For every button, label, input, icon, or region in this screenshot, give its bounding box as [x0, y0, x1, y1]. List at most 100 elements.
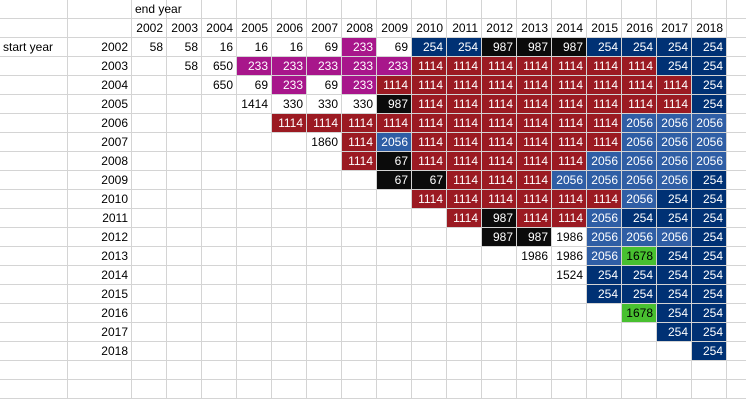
- value-cell[interactable]: 2056: [622, 171, 657, 190]
- spreadsheet-cell[interactable]: [202, 152, 237, 171]
- value-cell[interactable]: 16: [272, 38, 307, 57]
- spreadsheet-cell[interactable]: [377, 0, 412, 19]
- value-cell[interactable]: 254: [657, 57, 692, 76]
- spreadsheet-cell[interactable]: [377, 228, 412, 247]
- spreadsheet-cell[interactable]: [202, 285, 237, 304]
- spreadsheet-cell[interactable]: [727, 380, 746, 399]
- spreadsheet-cell[interactable]: [0, 380, 68, 399]
- value-cell[interactable]: 16: [237, 38, 272, 57]
- spreadsheet-cell[interactable]: [132, 342, 167, 361]
- value-cell[interactable]: 2056: [657, 228, 692, 247]
- spreadsheet-cell[interactable]: [482, 285, 517, 304]
- spreadsheet-cell[interactable]: [132, 190, 167, 209]
- spreadsheet-cell[interactable]: [167, 380, 202, 399]
- spreadsheet-cell[interactable]: [377, 342, 412, 361]
- value-cell[interactable]: 1114: [447, 57, 482, 76]
- value-cell[interactable]: 254: [692, 323, 727, 342]
- value-cell[interactable]: 58: [167, 38, 202, 57]
- value-cell[interactable]: 1678: [622, 304, 657, 323]
- value-cell[interactable]: 2056: [587, 171, 622, 190]
- value-cell[interactable]: 254: [622, 285, 657, 304]
- spreadsheet-cell[interactable]: [552, 323, 587, 342]
- value-cell[interactable]: 67: [377, 171, 412, 190]
- value-cell[interactable]: 987: [482, 38, 517, 57]
- spreadsheet-cell[interactable]: [377, 304, 412, 323]
- value-cell[interactable]: 254: [692, 38, 727, 57]
- spreadsheet-cell[interactable]: [0, 323, 68, 342]
- value-cell[interactable]: 1678: [622, 247, 657, 266]
- spreadsheet-cell[interactable]: [447, 380, 482, 399]
- spreadsheet-cell[interactable]: [307, 266, 342, 285]
- spreadsheet-cell[interactable]: [132, 228, 167, 247]
- value-cell[interactable]: 1114: [587, 57, 622, 76]
- value-cell[interactable]: 1114: [307, 114, 342, 133]
- spreadsheet-cell[interactable]: [342, 285, 377, 304]
- value-cell[interactable]: 254: [657, 209, 692, 228]
- spreadsheet-cell[interactable]: [132, 114, 167, 133]
- value-cell[interactable]: 1114: [622, 76, 657, 95]
- spreadsheet-cell[interactable]: [68, 19, 132, 38]
- value-cell[interactable]: 1114: [552, 209, 587, 228]
- value-cell[interactable]: 987: [482, 228, 517, 247]
- spreadsheet-cell[interactable]: [307, 361, 342, 380]
- value-cell[interactable]: 254: [692, 247, 727, 266]
- value-cell[interactable]: 1114: [447, 114, 482, 133]
- value-cell[interactable]: 1114: [447, 190, 482, 209]
- spreadsheet-cell[interactable]: [272, 304, 307, 323]
- value-cell[interactable]: 1114: [482, 114, 517, 133]
- spreadsheet-cell[interactable]: [447, 323, 482, 342]
- value-cell[interactable]: 1114: [412, 95, 447, 114]
- spreadsheet-cell[interactable]: [482, 361, 517, 380]
- start-year-label[interactable]: start year: [0, 38, 68, 57]
- spreadsheet-cell[interactable]: [167, 0, 202, 19]
- spreadsheet-cell[interactable]: [167, 285, 202, 304]
- spreadsheet-cell[interactable]: [0, 57, 68, 76]
- spreadsheet-cell[interactable]: [167, 342, 202, 361]
- spreadsheet-cell[interactable]: [132, 380, 167, 399]
- spreadsheet-cell[interactable]: [307, 285, 342, 304]
- spreadsheet-cell[interactable]: [517, 361, 552, 380]
- spreadsheet-cell[interactable]: [167, 190, 202, 209]
- spreadsheet-cell[interactable]: [0, 19, 68, 38]
- spreadsheet-cell[interactable]: [132, 323, 167, 342]
- spreadsheet-cell[interactable]: [307, 171, 342, 190]
- spreadsheet-cell[interactable]: [342, 209, 377, 228]
- spreadsheet-cell[interactable]: [307, 209, 342, 228]
- start-year-cell[interactable]: 2009: [68, 171, 132, 190]
- spreadsheet-cell[interactable]: [202, 0, 237, 19]
- value-cell[interactable]: 1986: [552, 247, 587, 266]
- value-cell[interactable]: 2056: [587, 152, 622, 171]
- value-cell[interactable]: 254: [692, 285, 727, 304]
- spreadsheet-cell[interactable]: [237, 133, 272, 152]
- start-year-cell[interactable]: 2005: [68, 95, 132, 114]
- spreadsheet-cell[interactable]: [342, 380, 377, 399]
- value-cell[interactable]: 233: [377, 57, 412, 76]
- value-cell[interactable]: 2056: [692, 133, 727, 152]
- year-header[interactable]: 2005: [237, 19, 272, 38]
- spreadsheet-cell[interactable]: [482, 380, 517, 399]
- value-cell[interactable]: 1114: [447, 152, 482, 171]
- spreadsheet-cell[interactable]: [132, 57, 167, 76]
- spreadsheet-cell[interactable]: [272, 209, 307, 228]
- spreadsheet-cell[interactable]: [517, 323, 552, 342]
- value-cell[interactable]: 1114: [482, 95, 517, 114]
- spreadsheet-cell[interactable]: [0, 247, 68, 266]
- spreadsheet-cell[interactable]: [272, 133, 307, 152]
- spreadsheet-cell[interactable]: [132, 266, 167, 285]
- year-header[interactable]: 2014: [552, 19, 587, 38]
- spreadsheet-cell[interactable]: [237, 380, 272, 399]
- value-cell[interactable]: 1114: [447, 209, 482, 228]
- start-year-cell[interactable]: 2013: [68, 247, 132, 266]
- spreadsheet-cell[interactable]: [167, 209, 202, 228]
- spreadsheet-cell[interactable]: [202, 114, 237, 133]
- spreadsheet-cell[interactable]: [412, 266, 447, 285]
- value-cell[interactable]: 1114: [587, 95, 622, 114]
- spreadsheet-cell[interactable]: [727, 209, 746, 228]
- value-cell[interactable]: 1114: [482, 76, 517, 95]
- value-cell[interactable]: 1114: [377, 76, 412, 95]
- spreadsheet-cell[interactable]: [657, 361, 692, 380]
- spreadsheet-cell[interactable]: [0, 133, 68, 152]
- value-cell[interactable]: 1114: [517, 171, 552, 190]
- spreadsheet-cell[interactable]: [342, 342, 377, 361]
- year-header[interactable]: 2009: [377, 19, 412, 38]
